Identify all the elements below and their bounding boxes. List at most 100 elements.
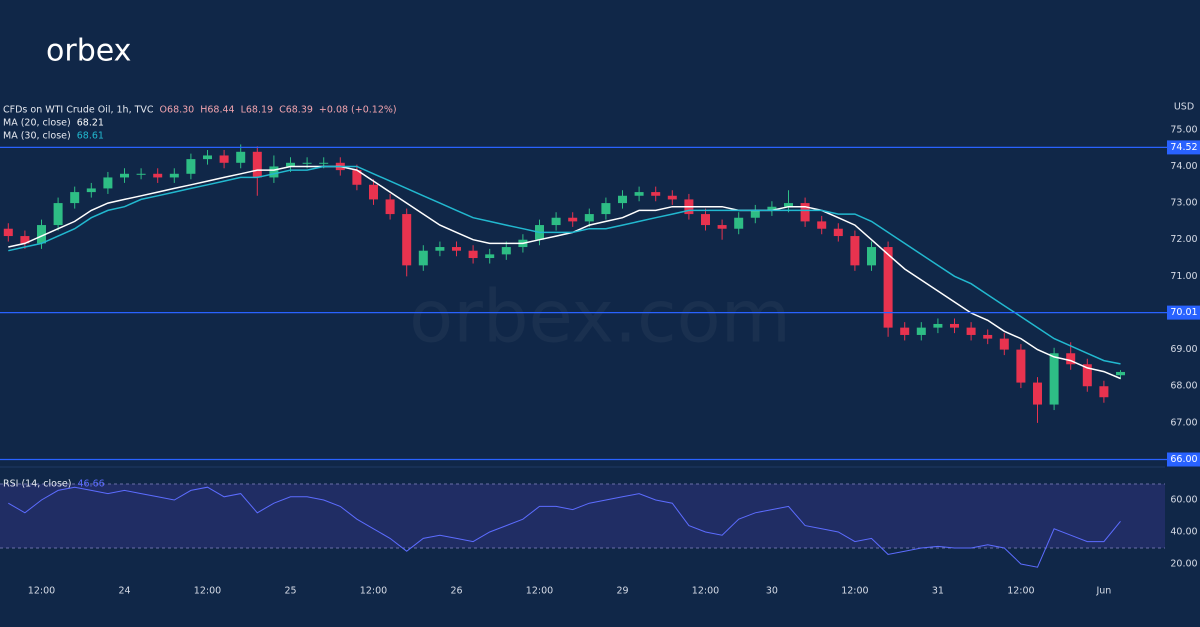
candle-body [37, 225, 46, 244]
candle-body [1049, 353, 1059, 405]
candle-body [468, 250, 478, 259]
candle-body [667, 195, 677, 200]
header-low: L68.19 [241, 105, 274, 116]
candle-body [286, 162, 295, 167]
candle-body [651, 192, 661, 196]
rsi-line [8, 486, 1121, 568]
candle-body [701, 214, 710, 226]
candle-body [950, 323, 959, 328]
candle-body [999, 338, 1009, 350]
y-tick-label: 72.00 [1170, 234, 1197, 245]
candle-body [767, 206, 777, 211]
candle-body [20, 236, 30, 244]
candle-body [734, 217, 744, 229]
candle-body [800, 203, 810, 222]
candle-body [817, 221, 827, 229]
moving-average [8, 165, 1121, 380]
y-tick-label: 20.00 [1170, 558, 1197, 569]
candle-body [750, 210, 760, 218]
level-label: 74.52 [1170, 142, 1197, 153]
candle-body [352, 170, 362, 185]
level-label-box [1167, 452, 1200, 467]
legend-value: 46.66 [77, 479, 104, 490]
candle-body [784, 203, 793, 207]
candle-body [136, 173, 146, 175]
rsi-band [0, 483, 1165, 548]
candle-body [883, 247, 893, 328]
header-title: CFDs on WTI Crude Oil, 1h, TVC [3, 105, 154, 116]
candle-body [1116, 371, 1125, 376]
level-label-box [1167, 140, 1200, 155]
header-change: +0.08 (+0.12%) [319, 105, 397, 116]
candle-body [385, 199, 395, 215]
x-tick-label: 31 [932, 586, 944, 597]
candle-body [418, 250, 428, 266]
legend-entry: MA (30, close) [3, 131, 71, 142]
candle-body [319, 162, 329, 164]
x-tick-label: 25 [284, 586, 296, 597]
candle-body [103, 177, 113, 189]
candle-body [916, 327, 926, 335]
candle-body [584, 214, 594, 222]
moving-average [8, 165, 1121, 365]
candle-body [153, 173, 163, 178]
y-tick-label: 40.00 [1170, 526, 1197, 537]
x-tick-label: 12:00 [526, 586, 553, 597]
x-tick-label: 12:00 [841, 586, 868, 597]
candle-body [850, 236, 860, 266]
y-tick-label: 71.00 [1170, 271, 1197, 282]
level-label-box [1167, 305, 1200, 320]
candle-body [1099, 386, 1109, 398]
watermark: orbex.com [409, 275, 791, 359]
candle-body [618, 195, 627, 204]
candle-body [568, 217, 578, 222]
y-tick-label: 75.00 [1170, 124, 1197, 135]
y-tick-label: 69.00 [1170, 344, 1197, 355]
candle-body [634, 192, 644, 196]
x-tick-label: Jun [1095, 586, 1111, 597]
candle-body [1033, 382, 1042, 405]
candle-body [485, 254, 495, 259]
x-tick-label: 29 [616, 586, 628, 597]
candle-body [269, 166, 279, 178]
candle-body [86, 188, 96, 193]
legend-value: 68.61 [77, 131, 104, 142]
candle-body [966, 327, 976, 335]
candle-body [302, 162, 312, 164]
candle-body [1082, 364, 1092, 387]
candle-body [867, 247, 876, 266]
candle-body [501, 247, 511, 255]
header-close: C68.39 [279, 105, 313, 116]
x-tick-label: 12:00 [28, 586, 55, 597]
candle-body [435, 247, 445, 251]
level-label: 70.01 [1170, 307, 1197, 318]
y-tick-label: 60.00 [1170, 494, 1197, 505]
y-tick-label: 67.00 [1170, 417, 1197, 428]
candle-body [833, 228, 843, 237]
candle-body [983, 334, 993, 339]
x-tick-label: 12:00 [194, 586, 221, 597]
y-tick-label: 74.00 [1170, 161, 1197, 172]
candle-body [452, 247, 461, 251]
x-tick-label: 12:00 [692, 586, 719, 597]
candle-body [252, 151, 262, 178]
logo: orbex [46, 34, 131, 69]
candle-body [3, 228, 13, 237]
x-tick-label: 30 [766, 586, 778, 597]
header-open: O68.30 [160, 105, 195, 116]
candle-body [933, 323, 943, 328]
candle-body [717, 225, 727, 229]
level-label: 66.00 [1170, 454, 1197, 465]
legend-value: 68.21 [77, 118, 104, 129]
candle-body [186, 159, 196, 174]
candle-body [601, 203, 611, 215]
x-tick-label: 24 [118, 586, 130, 597]
candle-body [219, 155, 229, 163]
candle-body [120, 173, 129, 178]
y-axis-label: USD [1174, 102, 1194, 113]
x-tick-label: 26 [450, 586, 462, 597]
candle-body [70, 192, 80, 204]
candle-body [402, 214, 412, 266]
candle-body [169, 173, 179, 178]
